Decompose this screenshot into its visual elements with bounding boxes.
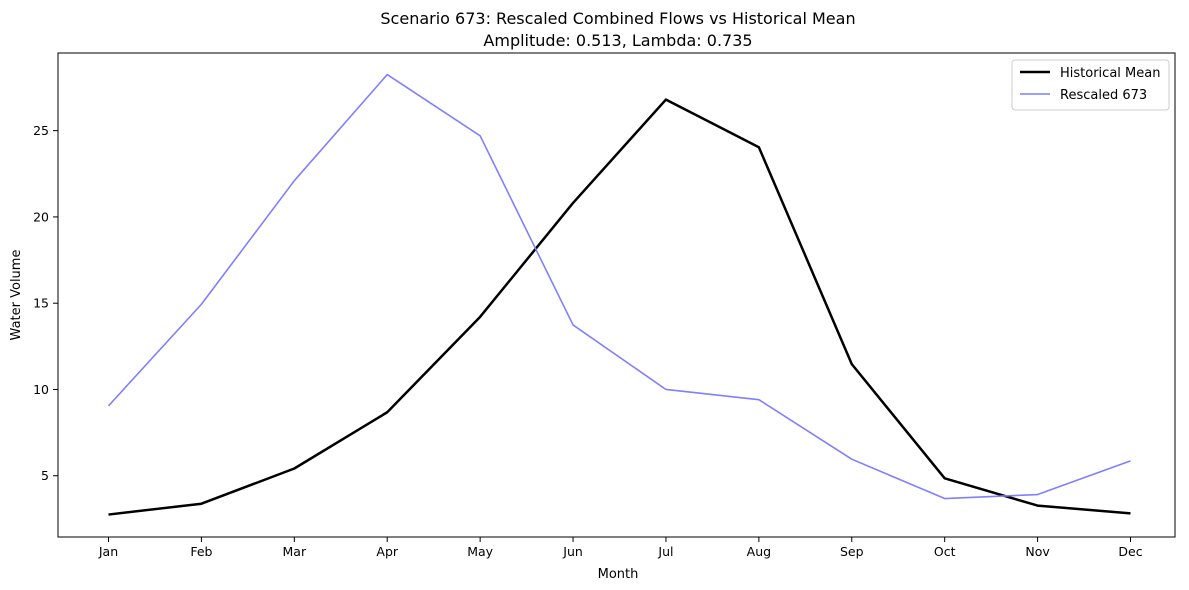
x-tick-label-apr: Apr bbox=[376, 544, 398, 559]
legend: Historical Mean Rescaled 673 bbox=[1011, 59, 1170, 111]
y-tick-label-25: 25 bbox=[33, 123, 49, 138]
series-line-rescaled-673 bbox=[107, 73, 1131, 500]
x-axis: Jan Feb Mar Apr May Jun Jul Aug Sep Oct Nov Dec bbox=[98, 537, 1143, 559]
y-axis: 5 10 15 20 25 bbox=[33, 123, 58, 483]
x-tick-label-oct: Oct bbox=[934, 544, 956, 559]
legend-label-rescaled-673: Rescaled 673 bbox=[1060, 88, 1147, 103]
x-tick-label-jun: Jun bbox=[562, 544, 583, 559]
x-tick-label-jan: Jan bbox=[98, 544, 118, 559]
chart-subtitle: Amplitude: 0.513, Lambda: 0.735 bbox=[483, 31, 752, 50]
x-tick-label-jul: Jul bbox=[657, 544, 673, 559]
x-tick-label-feb: Feb bbox=[190, 544, 212, 559]
series-layer bbox=[107, 73, 1131, 516]
x-tick-label-dec: Dec bbox=[1118, 544, 1142, 559]
x-tick-label-may: May bbox=[467, 544, 493, 559]
legend-box bbox=[1011, 59, 1170, 111]
plot-frame bbox=[57, 52, 1176, 538]
chart-title: Scenario 673: Rescaled Combined Flows vs… bbox=[380, 9, 855, 28]
x-tick-label-nov: Nov bbox=[1025, 544, 1050, 559]
y-tick-label-15: 15 bbox=[33, 296, 49, 311]
series-line-historical-mean bbox=[108, 98, 1131, 516]
y-axis-label: Water Volume bbox=[9, 250, 24, 341]
x-tick-label-sep: Sep bbox=[840, 544, 864, 559]
x-tick-label-aug: Aug bbox=[747, 544, 771, 559]
y-tick-label-5: 5 bbox=[41, 468, 49, 483]
legend-label-historical-mean: Historical Mean bbox=[1060, 66, 1160, 81]
y-tick-label-10: 10 bbox=[33, 382, 49, 397]
x-axis-label: Month bbox=[598, 567, 639, 582]
x-tick-label-mar: Mar bbox=[283, 544, 307, 559]
y-tick-label-20: 20 bbox=[33, 209, 49, 224]
